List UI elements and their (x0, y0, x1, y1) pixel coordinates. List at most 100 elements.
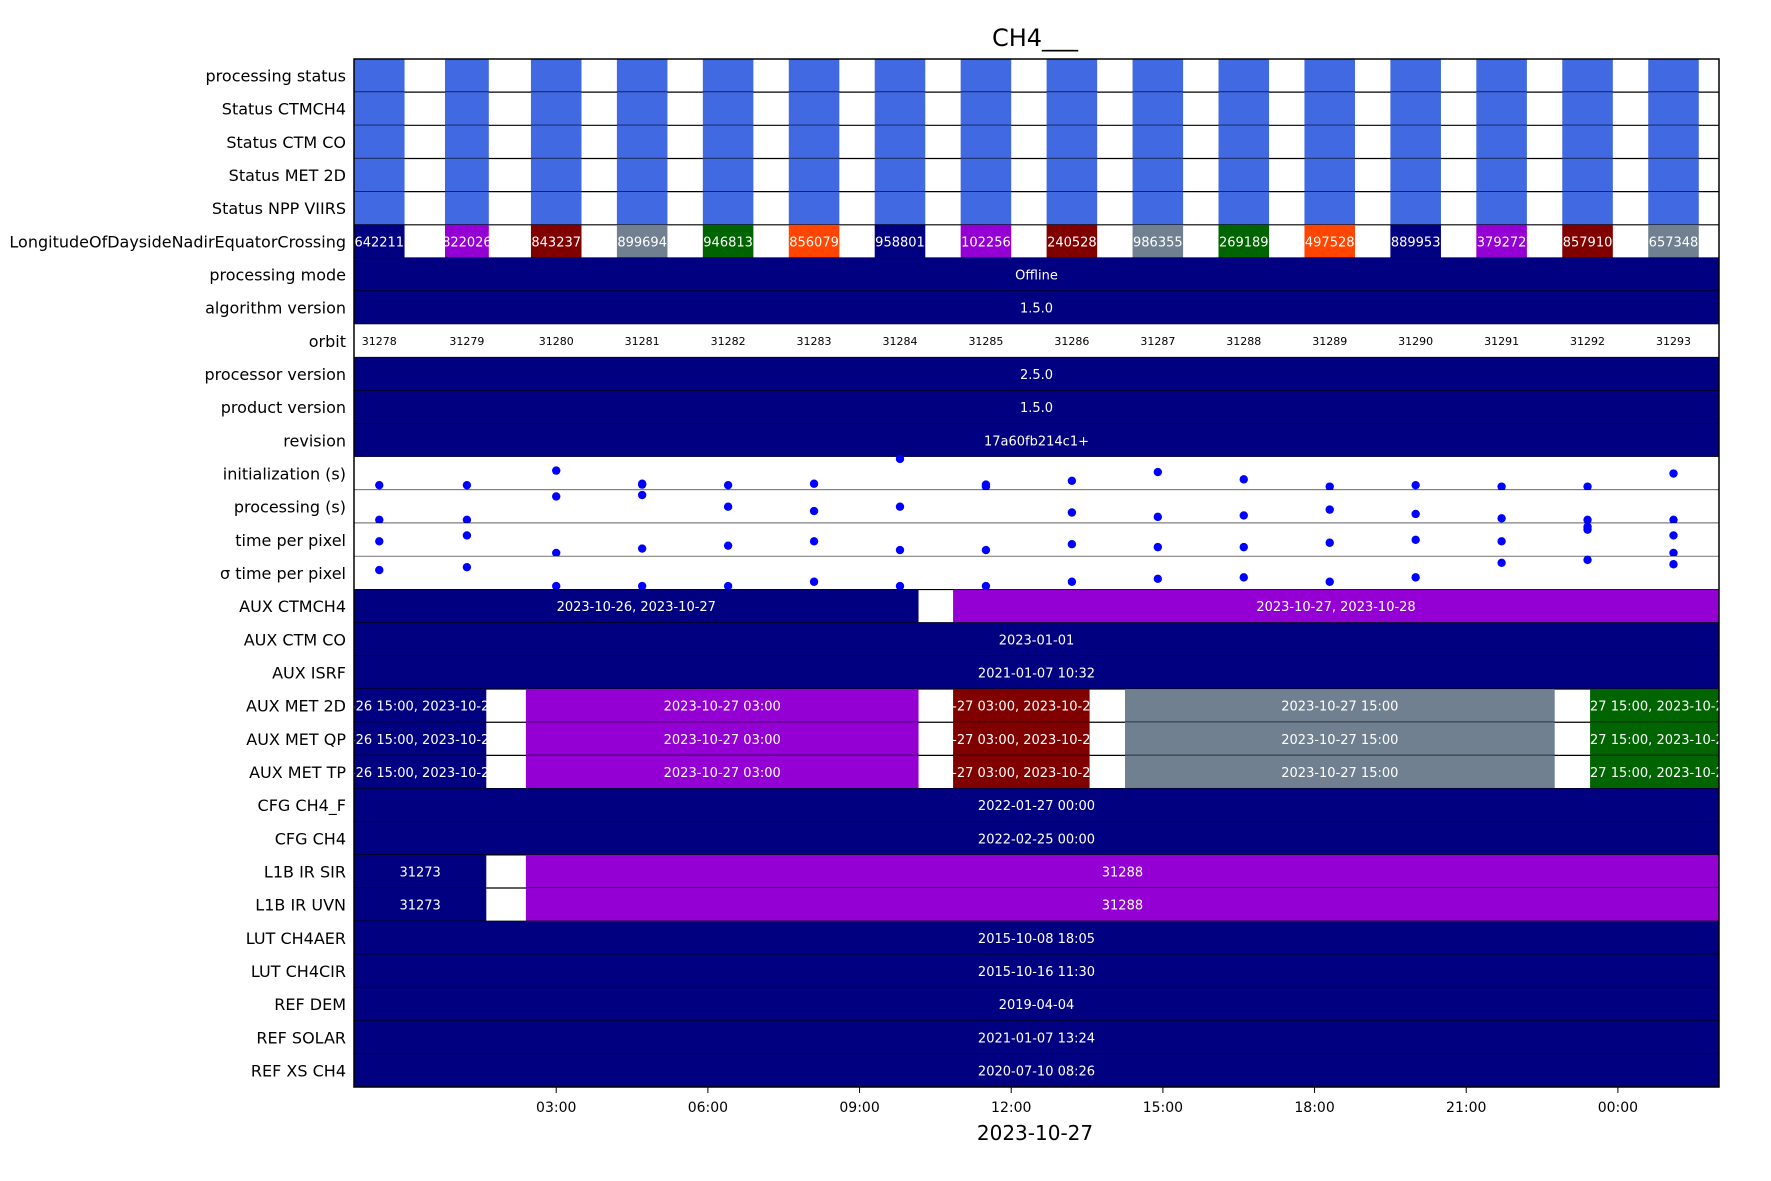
scatter-point (981, 480, 991, 489)
span-label: 2015-10-08 18:05 (978, 932, 1095, 947)
status-bar (1390, 59, 1441, 93)
status-bar (960, 92, 1012, 126)
orbit-number: 31288 (1226, 335, 1261, 348)
scatter-row-bg (354, 456, 1719, 491)
scatter-point (1153, 542, 1163, 552)
span-label: -27 15:00, 2023-10-2 (1585, 700, 1723, 715)
span-bar (354, 1053, 1719, 1087)
scatter-point (1325, 505, 1334, 514)
status-bar (874, 59, 926, 93)
span-bar (1124, 722, 1555, 756)
row-status-npp-viirs (354, 191, 1699, 225)
longitude-bar (1132, 224, 1184, 258)
row-revision: 17a60fb214c1+ (354, 423, 1719, 457)
longitude-bar (1218, 224, 1270, 258)
row-label-time-per-pixel: σ time per pixel (220, 564, 346, 583)
longitude-bar (788, 224, 840, 258)
scatter-point (1067, 540, 1077, 549)
x-tick-label: 09:00 (839, 1100, 879, 1116)
span-label-overflow: 20 (923, 733, 940, 748)
status-bar (1132, 59, 1184, 93)
scatter-point (895, 581, 905, 591)
row-label-aux-ctm-co: AUX CTM CO (244, 630, 346, 649)
status-bar (1390, 191, 1441, 225)
scatter-point (1411, 535, 1420, 545)
status-bar (445, 125, 489, 159)
row-label-ref-dem: REF DEM (274, 995, 346, 1014)
span-label: 2023-10-27 03:00 (664, 733, 781, 748)
row-aux-met-tp: -26 15:00, 2023-10-2 00 2023-10-27 03:00 20… (354, 755, 1719, 789)
longitude-value: 379272 (1477, 235, 1527, 250)
status-bar (788, 92, 840, 126)
span-label-overflow: 20 (1559, 700, 1576, 715)
status-bar (530, 59, 582, 93)
status-bar (960, 158, 1012, 192)
scatter-point (809, 577, 819, 586)
status-bar (874, 158, 926, 192)
status-bar (960, 125, 1012, 159)
scatter-point (1669, 469, 1678, 478)
chart-title: CH4___ (992, 24, 1079, 52)
status-bar (1648, 158, 1699, 192)
span-label: 2023-10-27 15:00 (1281, 700, 1398, 715)
row-ref-dem: 2019-04-04 (354, 987, 1719, 1021)
orbit-number: 31281 (625, 335, 660, 348)
status-bar (616, 191, 668, 225)
status-bar (1218, 191, 1270, 225)
orbit-number: 31292 (1570, 335, 1605, 348)
status-bar (1132, 158, 1184, 192)
span-bar (354, 357, 1719, 391)
status-bar (1132, 125, 1184, 159)
status-bar (354, 191, 405, 225)
span-label: 2020-07-10 08:26 (978, 1064, 1095, 1079)
span-label: 2021-01-07 10:32 (978, 666, 1095, 681)
scatter-point (723, 480, 733, 490)
span-bar (354, 257, 1719, 292)
span-label: 31288 (1102, 899, 1143, 914)
span-bar (525, 888, 1719, 922)
orbit-number: 31287 (1140, 335, 1175, 348)
longitude-bar (445, 224, 489, 258)
span-bar (354, 921, 1719, 955)
span-label-overflow: 00 (1094, 766, 1111, 781)
longitude-bar (1390, 224, 1441, 258)
status-bar (616, 92, 668, 126)
span-bar (354, 821, 1719, 855)
scatter-point (637, 581, 647, 591)
longitude-bar (1476, 224, 1527, 258)
span-label: 2023-10-27 15:00 (1281, 733, 1398, 748)
status-bar (1218, 92, 1270, 126)
status-bar (1476, 92, 1527, 126)
span-bar (1124, 755, 1555, 789)
status-bar (1648, 92, 1699, 126)
row-processing-status (354, 59, 1699, 93)
row-cfg-ch4-f: 2022-01-27 00:00 (354, 788, 1719, 822)
span-bar (354, 755, 487, 789)
scatter-point (1239, 511, 1248, 520)
row-label-product-version: product version (221, 398, 346, 417)
scatter-point (637, 544, 647, 553)
scatter-point (1411, 573, 1420, 582)
status-bar (1304, 158, 1355, 192)
x-axis-label: 2023-10-27 (977, 1121, 1093, 1145)
scatter-point (1153, 574, 1163, 584)
longitude-bar (702, 224, 754, 258)
span-bar (354, 722, 487, 756)
span-bar (1590, 689, 1719, 723)
status-bar (1390, 92, 1441, 126)
status-bar (1476, 191, 1527, 225)
span-label-overflow: 00 (1094, 733, 1111, 748)
x-tick-label: 15:00 (1143, 1100, 1183, 1116)
status-bar (702, 158, 754, 192)
row-labels: processing status Status CTMCH4 Status CTM… (9, 67, 346, 1081)
scatter-point (375, 480, 384, 490)
status-bar (874, 125, 926, 159)
row-processing-mode: Offline (354, 257, 1719, 292)
scatter-point (1067, 577, 1077, 586)
row-product-version: 1.5.0 (354, 390, 1719, 424)
status-bar (874, 92, 926, 126)
row-initialization-s (354, 454, 1719, 491)
longitude-value: 889953 (1391, 235, 1441, 250)
span-bar (525, 722, 919, 756)
